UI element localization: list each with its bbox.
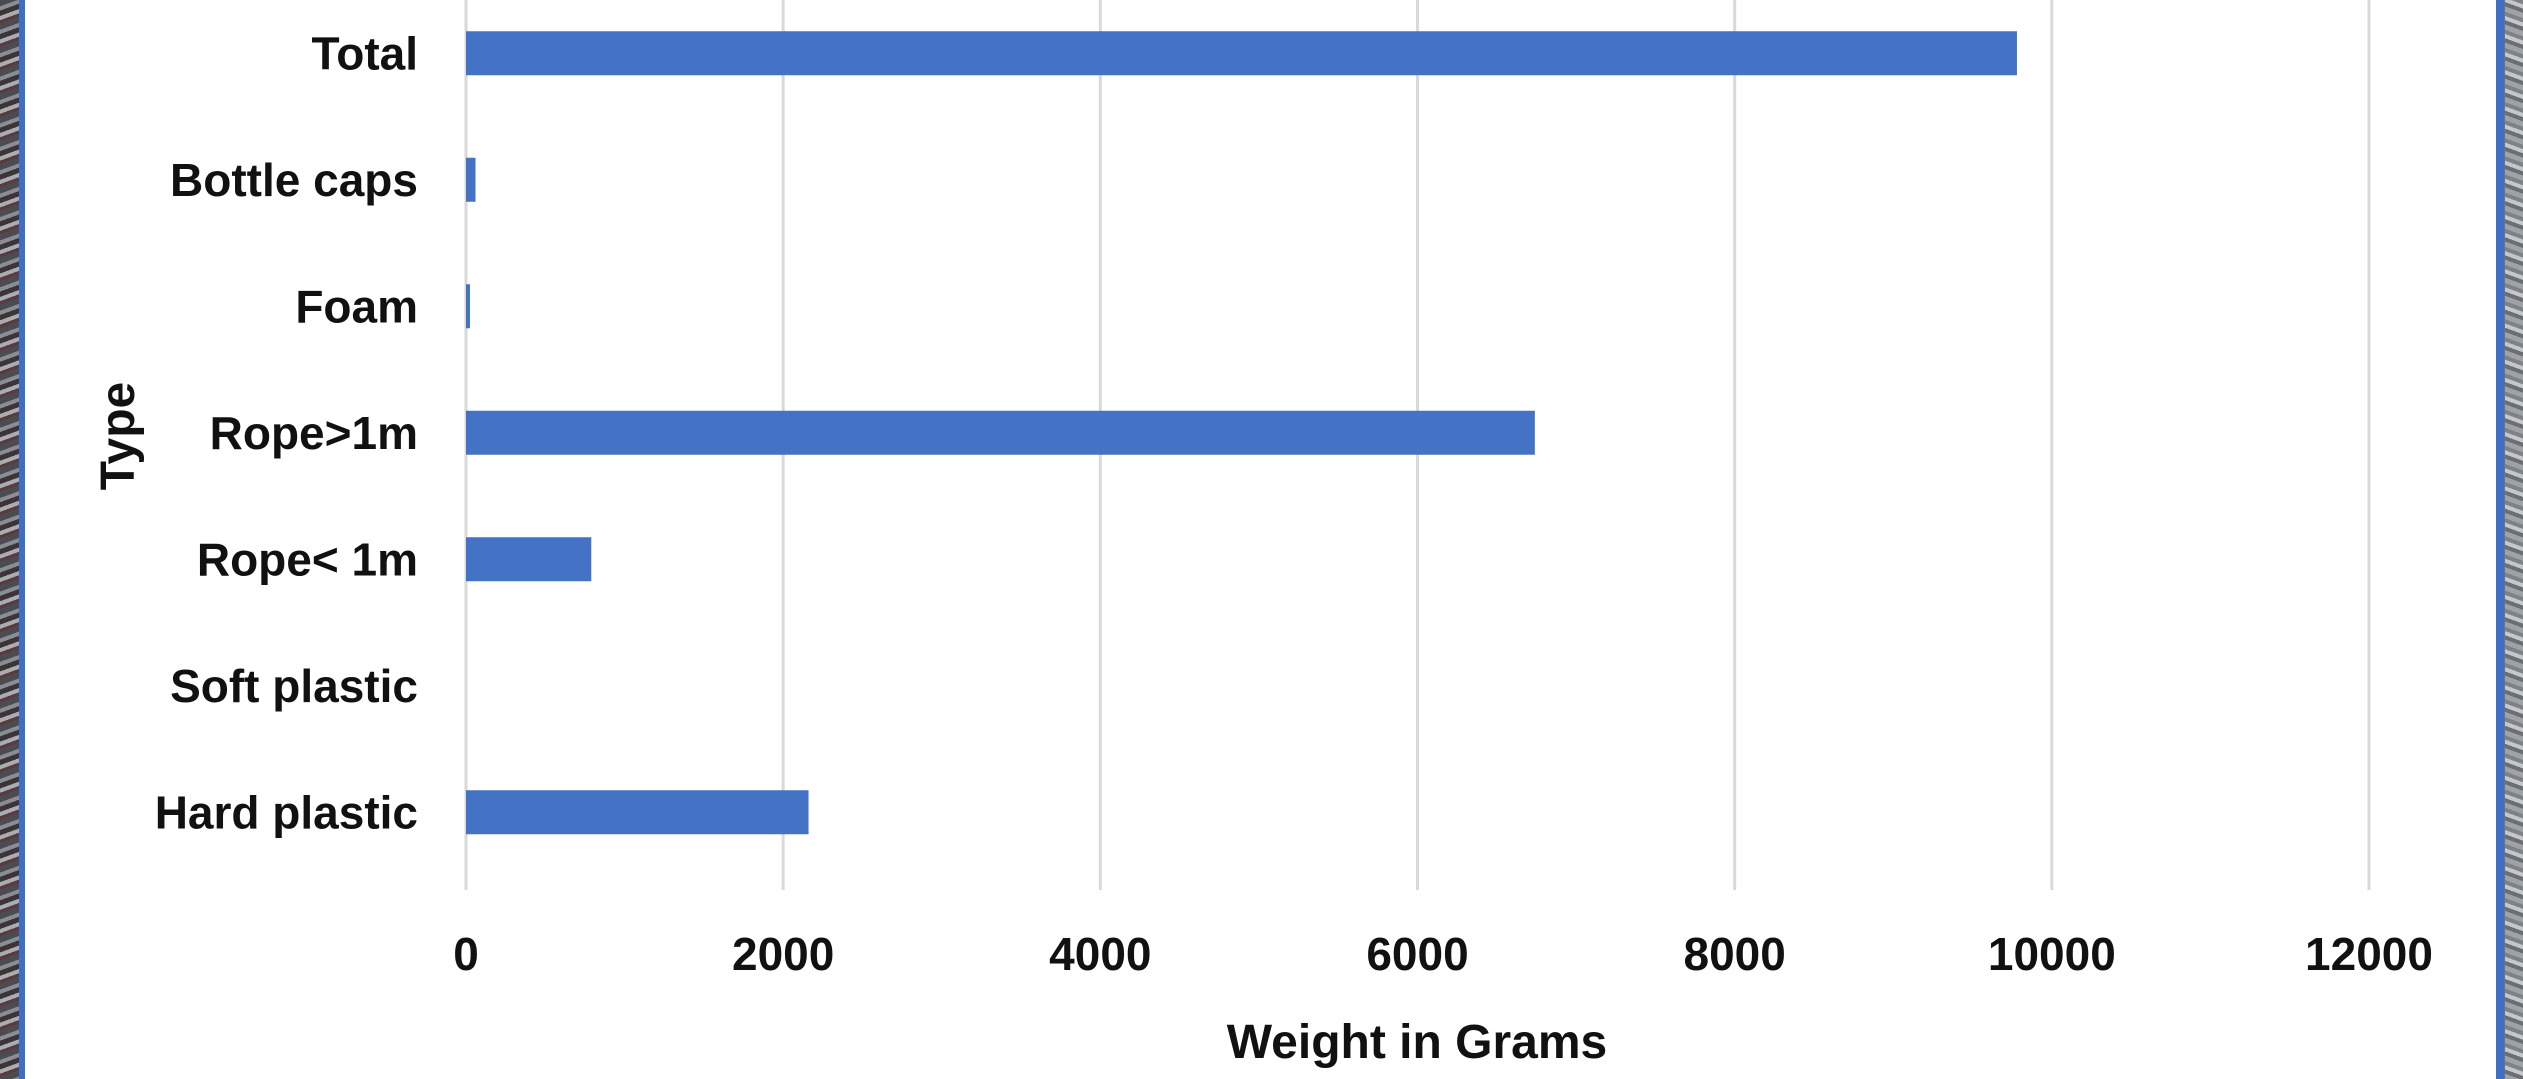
background-photo-right (2505, 0, 2523, 1079)
category-label: Rope>1m (210, 407, 418, 459)
category-label: Bottle caps (170, 154, 418, 206)
bar-hard-plastic (466, 790, 809, 835)
x-tick-label: 6000 (1366, 928, 1468, 980)
category-label: Soft plastic (170, 660, 418, 712)
bar-total (466, 31, 2017, 76)
x-tick-labels: 0 2000 4000 6000 8000 10000 12000 (453, 928, 2433, 980)
x-tick-label: 8000 (1683, 928, 1785, 980)
y-axis-title: Type (92, 382, 145, 490)
window-frame-left (19, 0, 25, 1079)
x-tick-label: 4000 (1049, 928, 1151, 980)
category-labels: Hard plastic Soft plastic Rope< 1m Rope>1m F… (155, 27, 418, 838)
x-tick-label: 10000 (1988, 928, 2116, 980)
category-label: Foam (295, 280, 418, 332)
bars (466, 31, 2017, 835)
category-label: Rope< 1m (197, 533, 418, 585)
chart-panel (25, 0, 2496, 1079)
bar-foam (466, 284, 470, 329)
x-tick-label: 12000 (2305, 928, 2433, 980)
category-label: Hard plastic (155, 786, 418, 838)
bar-bottle-caps (466, 157, 476, 202)
bar-rope-1m (466, 537, 592, 582)
category-label: Total (312, 27, 418, 79)
x-tick-label: 0 (453, 928, 479, 980)
window-frame-right (2496, 0, 2504, 1079)
x-tick-label: 2000 (732, 928, 834, 980)
x-axis-title: Weight in Grams (1227, 1016, 1608, 1069)
bar-rope-1m (466, 410, 1535, 455)
